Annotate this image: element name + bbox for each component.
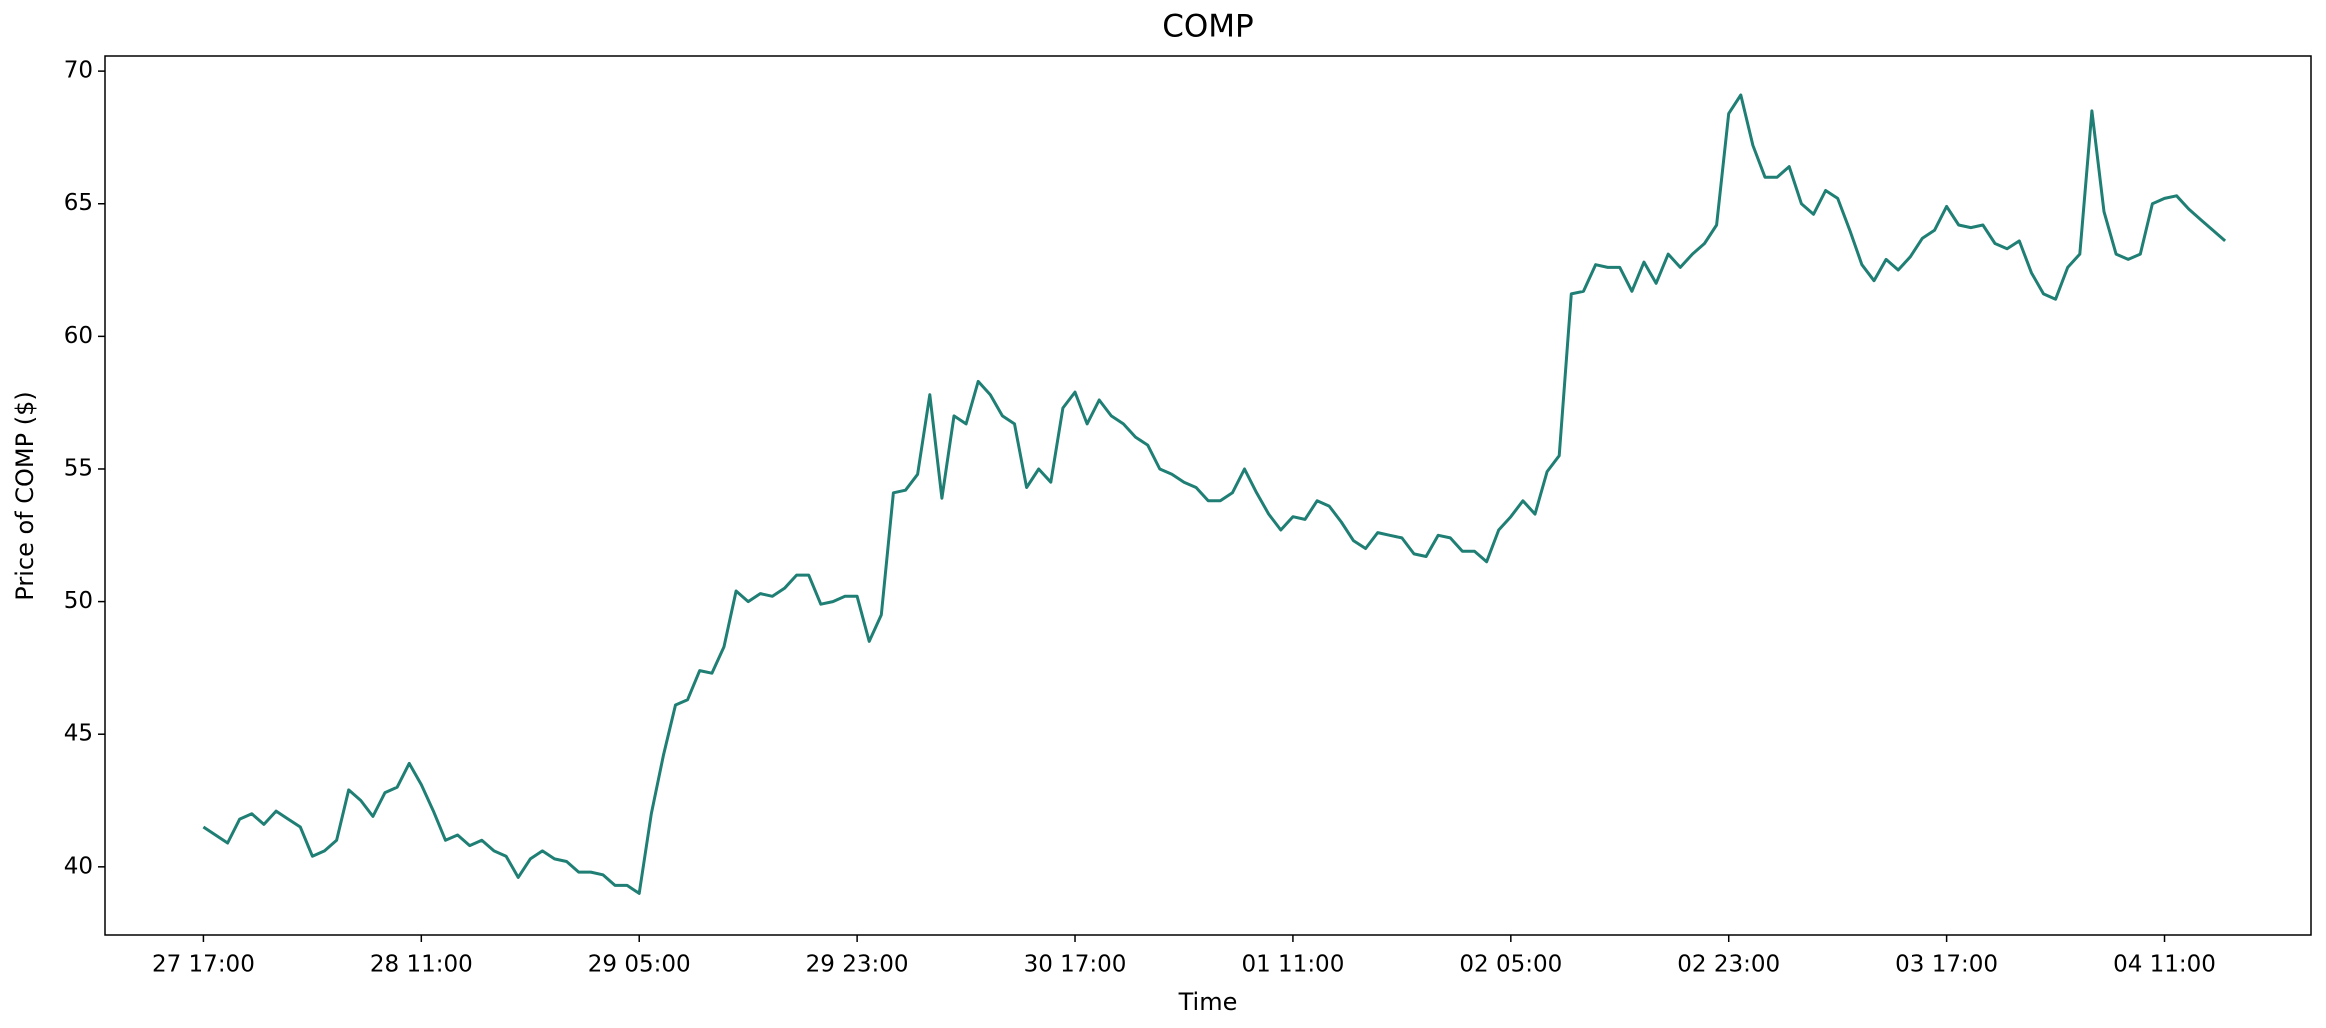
x-tick-label: 29 05:00 bbox=[588, 952, 691, 978]
y-axis-label: Price of COMP ($) bbox=[11, 391, 39, 600]
plot-frame bbox=[104, 55, 2312, 936]
y-tick-label: 45 bbox=[64, 721, 93, 747]
x-tick-label: 30 17:00 bbox=[1024, 952, 1127, 978]
x-tick-label: 03 17:00 bbox=[1895, 952, 1998, 978]
y-tick-label: 40 bbox=[64, 853, 93, 879]
x-tick-label: 02 05:00 bbox=[1459, 952, 1562, 978]
y-tick-label: 70 bbox=[64, 58, 93, 84]
x-tick-label: 29 23:00 bbox=[806, 952, 909, 978]
x-tick-label: 01 11:00 bbox=[1241, 952, 1344, 978]
price-line bbox=[202, 93, 2227, 895]
x-tick-label: 02 23:00 bbox=[1677, 952, 1780, 978]
x-axis-label: Time bbox=[1178, 988, 1238, 1016]
y-tick-label: 55 bbox=[64, 455, 93, 481]
y-tick-label: 50 bbox=[64, 588, 93, 614]
chart-title: COMP bbox=[1162, 9, 1254, 45]
x-tick-label: 04 11:00 bbox=[2113, 952, 2216, 978]
y-tick-label: 60 bbox=[64, 323, 93, 349]
y-tick-label: 65 bbox=[64, 190, 93, 216]
x-tick-label: 28 11:00 bbox=[370, 952, 473, 978]
x-tick-label: 27 17:00 bbox=[152, 952, 255, 978]
